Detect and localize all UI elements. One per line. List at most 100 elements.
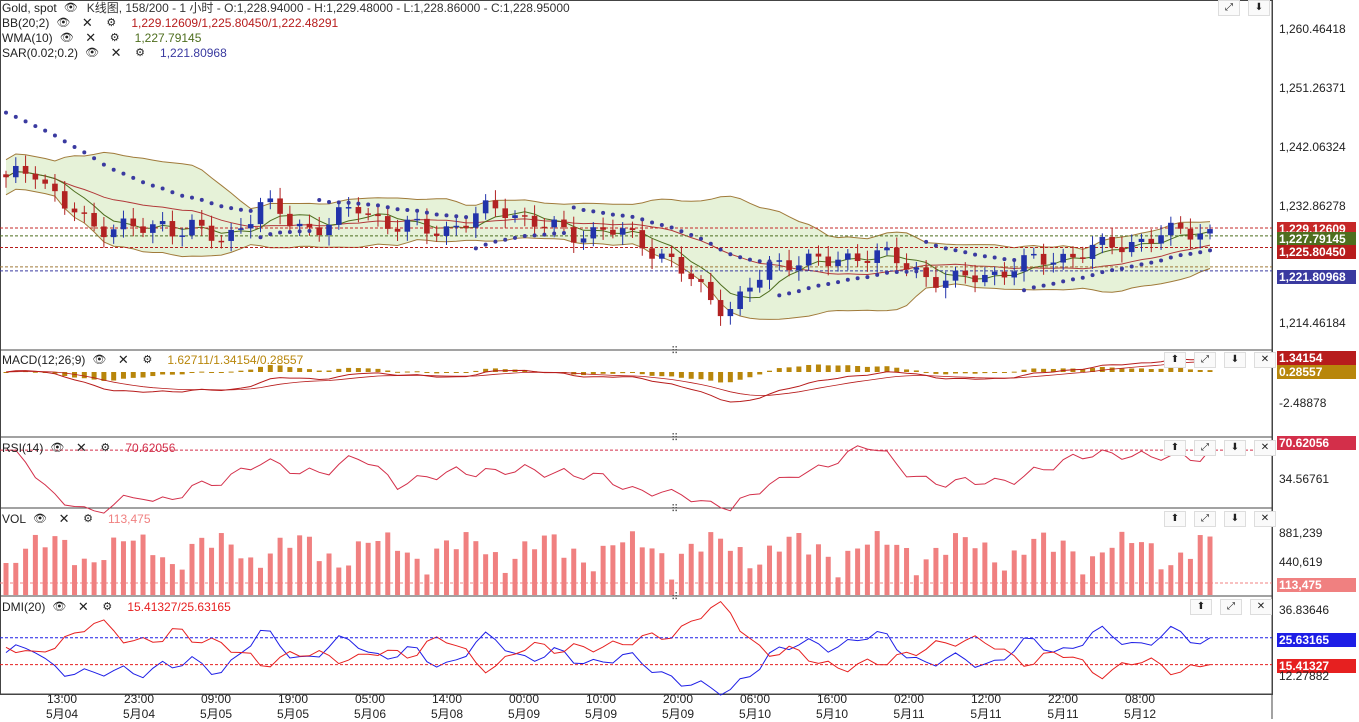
arrow-up-icon[interactable]: ⬆	[1164, 352, 1186, 368]
macd-histogram-bar	[414, 371, 420, 373]
gear-icon[interactable]: ⚙	[106, 17, 117, 29]
close-icon[interactable]: ✕	[77, 599, 89, 614]
volume-bar	[453, 549, 459, 595]
sar-dot	[92, 156, 97, 161]
volume-bar	[160, 557, 166, 595]
close-icon[interactable]: ✕	[75, 440, 87, 455]
sar-dot	[1110, 268, 1115, 273]
macd-histogram-bar	[864, 366, 870, 372]
close-icon[interactable]: ✕	[85, 30, 97, 45]
volume-bar	[1090, 556, 1096, 595]
macd-histogram-bar	[943, 372, 949, 375]
volume-bar	[1168, 565, 1174, 595]
volume-bar	[1178, 552, 1184, 595]
sar-dot	[503, 237, 508, 242]
macd-histogram-bar	[669, 372, 675, 377]
macd-histogram-bar	[189, 372, 195, 373]
maximize-icon[interactable]: ⤢	[1220, 599, 1242, 615]
candle-body	[766, 261, 773, 280]
time-axis-label: 23:00 5月04	[122, 692, 156, 721]
candle-body	[874, 250, 880, 263]
gear-icon[interactable]: ⚙	[135, 47, 145, 59]
sar-dot	[375, 203, 380, 208]
maximize-icon[interactable]: ⤢	[1194, 352, 1216, 368]
eye-icon[interactable]: 👁	[33, 513, 47, 525]
rsi-value: 70.62056	[125, 441, 176, 455]
macd-histogram-bar	[825, 365, 831, 372]
arrow-down-icon[interactable]: ⬇	[1248, 0, 1270, 16]
dmi-axis-label: 36.83646	[1279, 603, 1330, 617]
candle-body	[1099, 236, 1106, 245]
arrow-down-icon[interactable]: ⬇	[1224, 511, 1246, 527]
arrow-up-icon[interactable]: ⬆	[1164, 440, 1186, 456]
close-icon[interactable]: ✕	[81, 15, 93, 30]
candle-body	[756, 279, 763, 288]
macd-histogram-bar	[140, 372, 146, 378]
volume-bar	[101, 560, 107, 595]
volume-bar	[62, 539, 68, 595]
candle-body	[561, 219, 567, 228]
eye-icon[interactable]: 👁	[50, 442, 65, 454]
arrow-down-icon[interactable]: ⬇	[1224, 440, 1246, 456]
close-icon[interactable]: ✕	[1250, 599, 1272, 615]
sar-dot	[875, 272, 880, 277]
sar-dot	[708, 241, 713, 246]
eye-icon[interactable]: 👁	[56, 17, 71, 29]
candle-body	[1001, 271, 1008, 278]
volume-bar	[913, 575, 919, 595]
macd-histogram-bar	[1207, 370, 1213, 372]
close-icon[interactable]: ✕	[1254, 352, 1276, 368]
arrow-up-icon[interactable]: ⬆	[1164, 511, 1186, 527]
eye-icon[interactable]: 👁	[52, 601, 67, 613]
maximize-icon[interactable]: ⤢	[1194, 440, 1216, 456]
close-icon[interactable]: ✕	[1254, 511, 1276, 527]
sar-dot	[1139, 262, 1144, 267]
volume-bar	[874, 531, 880, 595]
maximize-icon[interactable]: ⤢	[1194, 511, 1216, 527]
candle-body	[218, 240, 225, 243]
time-axis-label: 10:00 5月09	[584, 692, 618, 721]
price-axis-label: 1,242.06324	[1279, 140, 1346, 154]
sar-dot	[415, 208, 420, 213]
close-icon[interactable]: ✕	[110, 45, 122, 60]
eye-icon[interactable]: 👁	[59, 32, 74, 44]
candle-body	[737, 291, 743, 310]
sar-dot	[150, 183, 155, 188]
macd-histogram-bar	[346, 367, 352, 372]
macd-histogram-bar	[629, 372, 635, 373]
candle-body	[717, 300, 724, 317]
dmi-tag-plus: 25.63165	[1277, 633, 1356, 647]
close-icon[interactable]: ✕	[1254, 440, 1276, 456]
candle-body	[316, 227, 323, 236]
candle-body	[91, 212, 97, 227]
macd-histogram-bar	[894, 367, 900, 372]
sar-dot	[581, 207, 586, 212]
eye-icon[interactable]: 👁	[63, 2, 78, 14]
volume-bar	[150, 555, 156, 595]
gear-icon[interactable]: ⚙	[83, 513, 93, 525]
gear-icon[interactable]: ⚙	[109, 32, 120, 44]
close-icon[interactable]: ✕	[117, 352, 129, 367]
sar-dot	[1041, 283, 1046, 288]
volume-bar	[473, 541, 479, 595]
gear-icon[interactable]: ⚙	[102, 601, 113, 613]
volume-bar	[297, 535, 303, 595]
arrow-down-icon[interactable]: ⬇	[1224, 352, 1246, 368]
gear-icon[interactable]: ⚙	[100, 442, 111, 454]
maximize-icon[interactable]: ⤢	[1218, 0, 1240, 16]
macd-histogram-bar	[1197, 369, 1203, 372]
macd-histogram-bar	[297, 368, 303, 372]
macd-histogram-bar	[443, 372, 449, 373]
volume-bar	[179, 569, 185, 595]
candle-body	[443, 226, 450, 236]
volume-bar	[502, 572, 508, 595]
arrow-up-icon[interactable]: ⬆	[1190, 599, 1212, 615]
volume-bar	[767, 545, 773, 595]
eye-icon[interactable]: 👁	[92, 354, 107, 366]
candle-body	[22, 165, 29, 174]
eye-icon[interactable]: 👁	[85, 47, 100, 59]
close-icon[interactable]: ✕	[58, 511, 70, 526]
gear-icon[interactable]: ⚙	[142, 354, 153, 366]
candle-body	[140, 226, 146, 233]
macd-histogram-bar	[316, 370, 322, 372]
